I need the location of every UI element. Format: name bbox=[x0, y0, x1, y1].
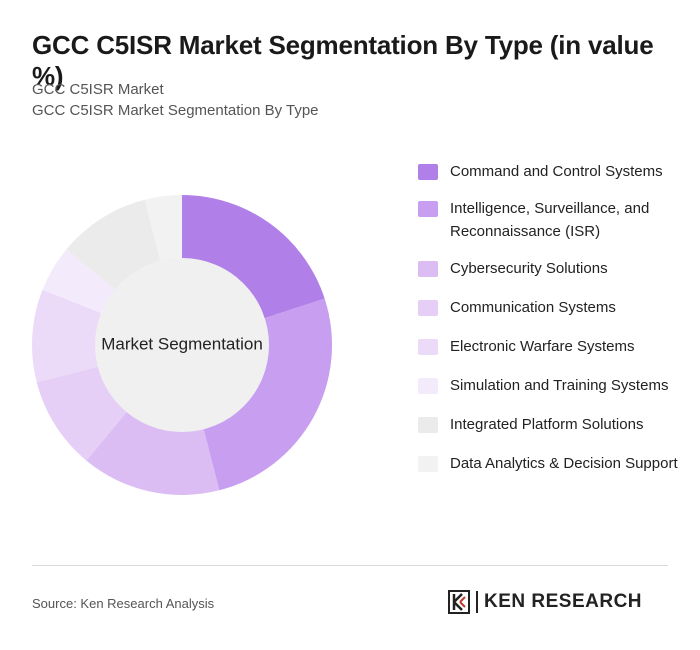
legend-label: Command and Control Systems bbox=[450, 163, 663, 180]
legend-item: Intelligence, Surveillance, and Reconnai… bbox=[418, 197, 688, 243]
legend-item: Communication Systems bbox=[418, 296, 688, 319]
legend-item: Command and Control Systems bbox=[418, 160, 688, 183]
legend-item: Cybersecurity Solutions bbox=[418, 257, 688, 280]
center-label: Market Segmentation bbox=[101, 334, 263, 353]
legend-label: Electronic Warfare Systems bbox=[450, 338, 635, 355]
legend-label: Simulation and Training Systems bbox=[450, 377, 669, 394]
subtitle-market: GCC C5ISR Market bbox=[32, 81, 164, 98]
legend-swatch bbox=[418, 201, 438, 217]
legend-swatch bbox=[418, 164, 438, 180]
legend-swatch bbox=[418, 339, 438, 355]
legend-item: Integrated Platform Solutions bbox=[418, 413, 688, 436]
donut-center bbox=[95, 258, 269, 432]
ken-research-logo: KEN RESEARCH bbox=[448, 589, 642, 615]
subtitle-segmentation: GCC C5ISR Market Segmentation By Type bbox=[32, 102, 319, 119]
legend-item: Simulation and Training Systems bbox=[418, 374, 688, 397]
legend-label: Cybersecurity Solutions bbox=[450, 260, 608, 277]
legend-swatch bbox=[418, 300, 438, 316]
legend-label: Intelligence, Surveillance, and Reconnai… bbox=[450, 200, 650, 240]
legend-item: Electronic Warfare Systems bbox=[418, 335, 688, 358]
donut-chart-svg: Market Segmentation bbox=[31, 195, 332, 495]
legend-swatch bbox=[418, 417, 438, 433]
logo-separator bbox=[476, 591, 478, 613]
legend-label: Data Analytics & Decision Support bbox=[450, 455, 678, 472]
legend-item: Data Analytics & Decision Support bbox=[418, 452, 688, 475]
legend-swatch bbox=[418, 456, 438, 472]
source-note: Source: Ken Research Analysis bbox=[32, 596, 215, 611]
donut-chart: Market Segmentation bbox=[0, 150, 370, 550]
ken-logo-icon bbox=[448, 590, 470, 614]
legend-swatch bbox=[418, 261, 438, 277]
legend: Command and Control Systems Intelligence,… bbox=[418, 160, 688, 475]
logo-text: KEN RESEARCH bbox=[484, 591, 643, 612]
legend-label: Integrated Platform Solutions bbox=[450, 416, 644, 433]
chart-title: GCC C5ISR Market Segmentation By Type (i… bbox=[32, 30, 654, 91]
legend-swatch bbox=[418, 378, 438, 394]
footer-divider bbox=[32, 565, 668, 566]
legend-label: Communication Systems bbox=[450, 299, 616, 316]
